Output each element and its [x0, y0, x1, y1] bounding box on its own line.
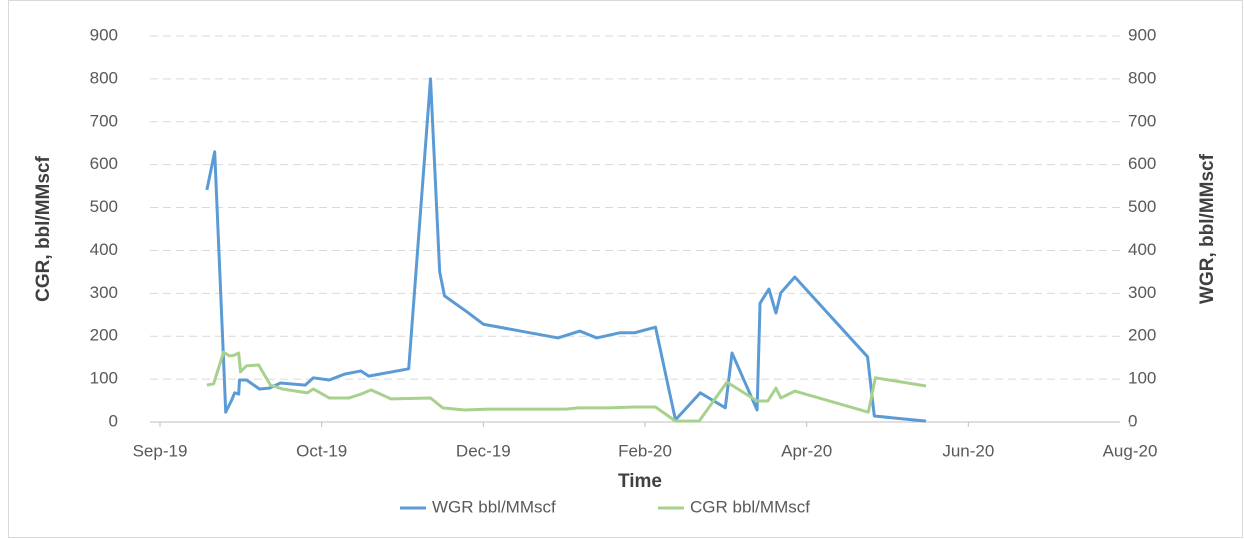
x-tick-label: Jun-20	[942, 441, 994, 460]
y2-tick-label: 400	[1128, 240, 1156, 259]
x-tick-label: Apr-20	[781, 441, 832, 460]
y-tick-label: 800	[90, 68, 118, 87]
y-tick-label: 400	[90, 240, 118, 259]
y-tick-label: 100	[90, 369, 118, 388]
y2-tick-label: 0	[1128, 411, 1137, 430]
x-axis-title: Time	[618, 471, 662, 492]
y-axis-title: CGR, bbl/MMscf	[33, 155, 54, 301]
y2-tick-label: 300	[1128, 283, 1156, 302]
y2-tick-label: 600	[1128, 154, 1156, 173]
legend-label: WGR bbl/MMscf	[432, 497, 556, 516]
legend-label: CGR bbl/MMscf	[690, 497, 810, 516]
y2-tick-label: 900	[1128, 25, 1156, 44]
y2-tick-label: 100	[1128, 369, 1156, 388]
x-tick-label: Feb-20	[618, 441, 672, 460]
x-tick-label: Aug-20	[1103, 441, 1158, 460]
y-tick-label: 0	[109, 411, 118, 430]
page: {"chart_data": {"type": "line", "x_label…	[0, 0, 1244, 539]
y2-axis-title: WGR, bbl/MMscf	[1197, 153, 1218, 304]
y-tick-label: 600	[90, 154, 118, 173]
x-tick-label: Dec-19	[456, 441, 511, 460]
y2-tick-label: 200	[1128, 326, 1156, 345]
y2-tick-label: 700	[1128, 111, 1156, 130]
y-tick-label: 300	[90, 283, 118, 302]
x-tick-label: Oct-19	[296, 441, 347, 460]
y-tick-label: 200	[90, 326, 118, 345]
y-tick-label: 500	[90, 197, 118, 216]
chart: Time CGR, bbl/MMscf WGR, bbl/MMscf 0 100 2…	[0, 0, 1244, 539]
y-tick-label: 700	[90, 111, 118, 130]
y2-tick-label: 500	[1128, 197, 1156, 216]
y2-tick-label: 800	[1128, 68, 1156, 87]
x-tick-label: Sep-19	[133, 441, 188, 460]
y-tick-label: 900	[90, 25, 118, 44]
